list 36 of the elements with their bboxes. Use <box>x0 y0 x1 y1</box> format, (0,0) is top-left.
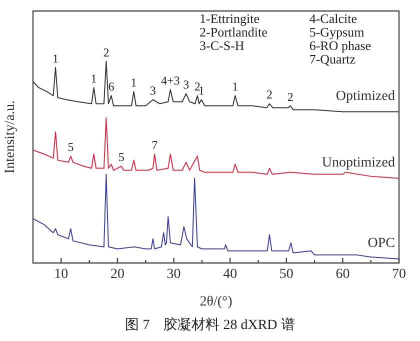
x-tick-label: 30 <box>166 267 181 282</box>
x-tick-label: 40 <box>223 267 238 282</box>
annotation: 7 <box>152 138 158 152</box>
text: 1-Ettringite <box>200 11 260 26</box>
annotation: 2 <box>287 90 294 104</box>
x-tick-label: 60 <box>336 267 350 282</box>
annotation: 5 <box>68 140 74 154</box>
annotation: 2 <box>103 45 110 60</box>
series-label: OPC <box>368 236 395 251</box>
x-axis-title: 2θ/(°) <box>200 294 233 310</box>
y-axis-title: Intensity/a.u. <box>3 100 18 174</box>
x-tick-label: 20 <box>110 267 124 282</box>
annotation: 2 <box>266 88 272 102</box>
text: 2-Portlandite <box>200 24 268 40</box>
annotation: 3 <box>183 78 190 92</box>
x-tick-label: 10 <box>54 267 68 282</box>
annotation: 3 <box>150 84 156 98</box>
series-label: Optimized <box>336 88 395 104</box>
annotation: 4+3 <box>161 74 180 88</box>
text: 5-Gypsum <box>309 24 364 40</box>
annotation: 2 <box>194 80 200 94</box>
annotation: 6 <box>108 80 114 94</box>
annotation: 1 <box>130 76 137 90</box>
text: 6-RO phase <box>309 38 372 53</box>
annotation: 5 <box>118 150 124 164</box>
x-tick-label: 70 <box>392 267 406 282</box>
annotation: 7-Quartz <box>309 52 356 66</box>
x-tick-label: 50 <box>279 267 294 282</box>
text: 3-C-S-H <box>200 38 244 53</box>
annotation: 1 <box>232 80 238 94</box>
text: 图 7 胶凝材料 28 dXRD 谱 <box>124 316 296 334</box>
annotation: 1 <box>90 72 97 86</box>
series-label: Unoptimized <box>322 155 395 170</box>
annotation: 1 <box>52 51 59 66</box>
annotation: 1 <box>198 84 204 98</box>
text: 4-Calcite <box>309 11 358 26</box>
